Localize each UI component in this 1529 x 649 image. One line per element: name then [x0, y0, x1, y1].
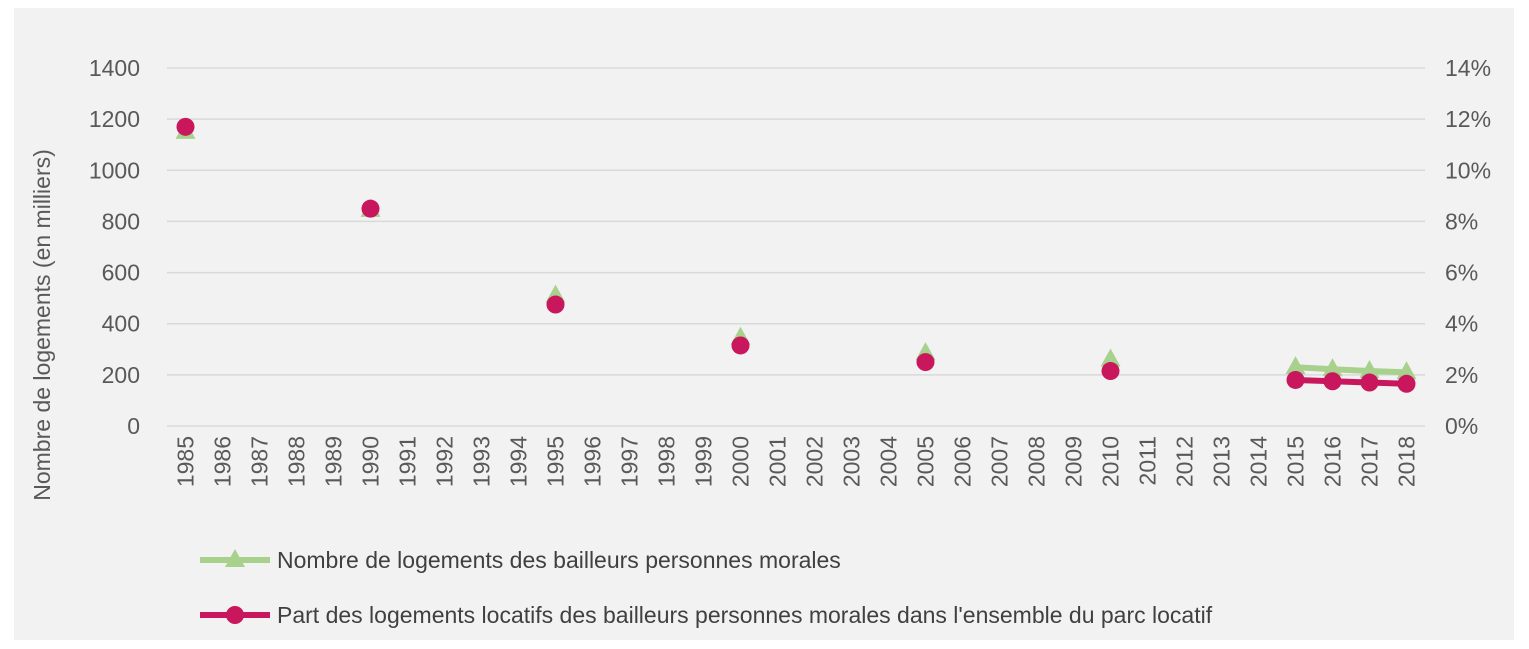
circle-marker [1101, 362, 1120, 381]
series-line [1292, 376, 1410, 387]
y2-tick-label: 2% [1445, 362, 1478, 388]
x-tick-label: 1991 [395, 436, 421, 487]
circle-marker [1286, 370, 1305, 389]
x-tick-label: 2007 [987, 436, 1013, 487]
x-tick-label: 2016 [1320, 436, 1346, 487]
y2-tick-label: 0% [1445, 413, 1478, 439]
legend-marker-circle [226, 606, 244, 624]
circle-marker [1397, 374, 1416, 393]
x-tick-label: 2004 [876, 436, 902, 487]
x-tick-label: 2018 [1394, 436, 1420, 487]
x-tick-label: 2015 [1283, 436, 1309, 487]
legend: Nombre de logements des bailleurs person… [200, 547, 1213, 628]
y2-tick-label: 14% [1445, 55, 1491, 81]
x-tick-label: 2000 [728, 436, 754, 487]
x-tick-label: 2010 [1098, 436, 1124, 487]
x-tick-label: 2009 [1061, 436, 1087, 487]
x-tick-label: 2011 [1135, 436, 1161, 485]
y-tick-label: 400 [102, 311, 140, 337]
series-line [1292, 364, 1410, 376]
y-tick-label: 0 [127, 413, 140, 439]
x-axis-ticks: 1985 1986 1987 1988 1989 1990 1991 1992 1993 1994… [173, 436, 1420, 487]
x-tick-label: 2005 [913, 436, 939, 487]
circle-marker [1360, 373, 1379, 392]
circle-marker [546, 295, 565, 314]
x-tick-label: 2008 [1024, 436, 1050, 487]
x-tick-label: 2001 [765, 436, 791, 487]
y-tick-label: 1400 [89, 55, 140, 81]
x-tick-label: 2003 [839, 436, 865, 487]
x-tick-label: 1995 [543, 436, 569, 487]
x-tick-label: 2012 [1172, 436, 1198, 487]
triangle-marker [1322, 358, 1343, 377]
legend-item-part: Part des logements locatifs des bailleur… [200, 602, 1213, 628]
y2-tick-label: 10% [1445, 157, 1491, 183]
legend-item-logements: Nombre de logements des bailleurs person… [200, 547, 841, 573]
circle-marker [176, 117, 195, 136]
circle-marker [916, 353, 935, 372]
triangle-marker [1285, 356, 1306, 375]
legend-label-logements: Nombre de logements des bailleurs person… [277, 547, 841, 573]
y2-tick-label: 4% [1445, 311, 1478, 337]
x-tick-label: 2002 [802, 436, 828, 487]
y2-axis-ticks: 0% 2% 4% 6% 8% 10% 12% 14% [1445, 55, 1491, 439]
x-tick-label: 1985 [173, 436, 199, 487]
x-tick-label: 1988 [284, 436, 310, 487]
x-tick-label: 2006 [950, 436, 976, 487]
x-tick-label: 1990 [358, 436, 384, 487]
x-tick-label: 1993 [469, 436, 495, 487]
series-part [176, 117, 1416, 393]
x-tick-label: 1996 [580, 436, 606, 487]
y-tick-label: 1000 [89, 157, 140, 183]
circle-marker [1323, 372, 1342, 391]
y-tick-label: 800 [102, 208, 140, 234]
y2-tick-label: 12% [1445, 106, 1491, 132]
legend-marker-triangle [225, 549, 245, 567]
series-logements [175, 120, 1417, 380]
x-tick-label: 1997 [617, 436, 643, 487]
x-tick-label: 1994 [506, 436, 532, 487]
series-layer [175, 117, 1417, 393]
triangle-marker [1359, 360, 1380, 379]
circle-marker [361, 199, 380, 218]
triangle-marker [1100, 348, 1121, 367]
x-tick-label: 1987 [247, 436, 273, 487]
y-tick-label: 600 [102, 260, 140, 286]
y-tick-label: 200 [102, 362, 140, 388]
legend-label-part: Part des logements locatifs des bailleur… [277, 602, 1213, 628]
y2-tick-label: 8% [1445, 208, 1478, 234]
x-tick-label: 1999 [691, 436, 717, 487]
y-axis-title: Nombre de logements (en milliers) [29, 149, 55, 501]
y2-tick-label: 6% [1445, 260, 1478, 286]
y-axis-ticks: 0 200 400 600 800 1000 1200 1400 [89, 55, 140, 439]
x-tick-label: 2017 [1357, 436, 1383, 487]
x-tick-label: 2014 [1246, 436, 1272, 487]
x-tick-label: 2013 [1209, 436, 1235, 487]
x-tick-label: 1992 [432, 436, 458, 487]
circle-marker [731, 336, 750, 355]
x-tick-label: 1989 [321, 436, 347, 487]
y-tick-label: 1200 [89, 106, 140, 132]
gridlines [167, 67, 1425, 427]
triangle-marker [1396, 361, 1417, 380]
x-tick-label: 1998 [654, 436, 680, 487]
x-tick-label: 1986 [210, 436, 236, 487]
